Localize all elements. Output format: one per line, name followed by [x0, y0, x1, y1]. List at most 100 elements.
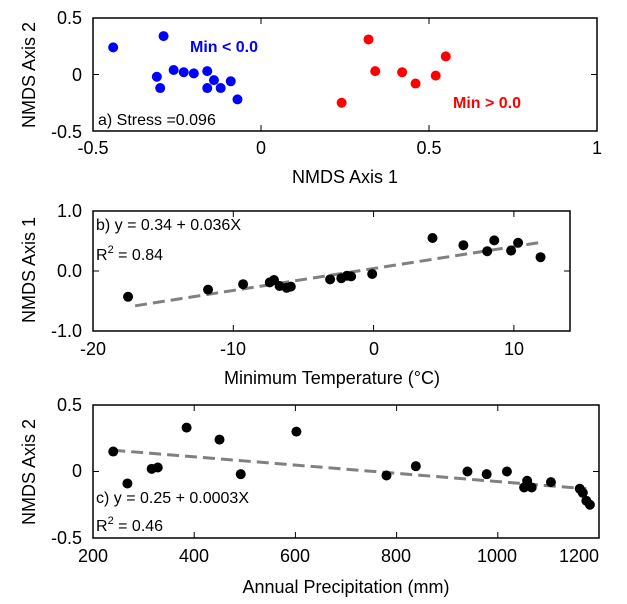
panel-a-xtick-label: 1	[592, 138, 602, 158]
data-point	[584, 499, 595, 510]
panel-a-y-axis-title: NMDS Axis 2	[19, 22, 39, 128]
panel-c-plot-area	[92, 404, 600, 539]
panel-a-xtick-label: 0.5	[416, 138, 441, 158]
data-point	[188, 68, 199, 79]
panel-b-xtick-label: 0	[369, 339, 379, 359]
data-point	[440, 51, 451, 62]
data-point	[155, 83, 166, 94]
data-point	[325, 274, 336, 285]
data-point	[482, 246, 493, 257]
data-point	[381, 470, 392, 481]
panel-c-precipitation-regression: 0.5 0 -0.5 200 400 600 800 1000 1200 Ann…	[19, 395, 600, 597]
data-point	[181, 422, 192, 433]
panel-a-xtick-label: -0.5	[77, 138, 108, 158]
data-point	[122, 478, 133, 489]
data-point	[346, 271, 357, 282]
data-point	[151, 71, 162, 82]
panel-c-r-squared-value: = 0.46	[114, 518, 163, 535]
data-point	[367, 269, 378, 279]
data-point	[363, 34, 374, 45]
regression-line	[134, 240, 543, 308]
panel-b-y-axis-title: NMDS Axis 1	[19, 217, 39, 323]
panel-c-regression-equation: c) y = 0.25 + 0.0003X	[96, 490, 249, 507]
panel-b-ytick-label: 0.0	[57, 261, 82, 281]
panel-c-xtick-label: 400	[179, 546, 209, 566]
panel-b-r-squared: R2 = 0.84	[96, 244, 163, 264]
panel-c-ticks: 0.5 0 -0.5 200 400 600 800 1000 1200	[51, 395, 599, 566]
data-point	[158, 31, 169, 42]
panel-b-ytick-label: -1.0	[51, 321, 82, 341]
panel-c-y-axis-title: NMDS Axis 2	[19, 419, 39, 525]
data-point	[410, 78, 421, 89]
panel-c-r-squared-exponent: 2	[108, 515, 114, 527]
panel-a-ytick-label: 0.5	[57, 8, 82, 28]
panel-a-ytick-label: -0.5	[51, 122, 82, 142]
data-point	[238, 279, 249, 290]
data-point	[168, 64, 179, 75]
panel-c-r-squared-symbol: R	[96, 518, 108, 535]
data-point	[427, 233, 438, 243]
data-point	[152, 462, 163, 473]
data-point	[545, 477, 556, 488]
panel-b-xtick-label: -20	[80, 339, 106, 359]
panel-b-x-axis-title: Minimum Temperature (°C)	[224, 368, 440, 388]
panel-a-stress-annotation: a) Stress =0.096	[98, 112, 216, 129]
panel-c-xtick-label: 800	[381, 546, 411, 566]
group-label-min-above-zero: Min > 0.0	[453, 95, 521, 112]
panel-b-regression-equation: b) y = 0.34 + 0.036X	[96, 217, 241, 234]
data-point	[108, 446, 119, 457]
data-point	[203, 284, 214, 295]
data-point	[108, 42, 119, 53]
data-point	[506, 245, 517, 256]
panel-b-ticks: 1.0 0.0 -1.0 -20 -10 0 10	[51, 201, 524, 359]
regression-line	[113, 448, 587, 491]
data-point	[462, 466, 473, 477]
data-point	[232, 94, 243, 105]
group-label-min-below-zero: Min < 0.0	[190, 39, 258, 56]
data-point	[215, 83, 226, 94]
data-point	[178, 67, 189, 78]
data-point	[489, 235, 500, 246]
data-point	[235, 469, 246, 480]
panel-c-ytick-label: 0.5	[57, 395, 82, 415]
panel-a-xtick-label: 0	[256, 138, 266, 158]
panel-c-xtick-label: 1200	[559, 546, 599, 566]
panel-b-xtick-label: -10	[220, 339, 246, 359]
data-point	[370, 66, 381, 77]
data-point	[208, 75, 219, 86]
data-point	[410, 461, 421, 472]
panel-c-xtick-label: 600	[280, 546, 310, 566]
data-point	[336, 97, 347, 108]
data-point	[458, 240, 469, 251]
data-point	[513, 237, 524, 248]
panel-b-r-squared-exponent: 2	[108, 244, 114, 256]
data-point	[202, 83, 213, 94]
panel-c-ytick-label: -0.5	[51, 528, 82, 548]
panel-b-marks	[92, 210, 570, 332]
data-point	[285, 281, 296, 292]
panel-a-marks	[92, 17, 598, 132]
data-point	[291, 426, 302, 437]
panel-c-ytick-label: 0	[72, 461, 82, 481]
panel-a-ytick-label: 0	[72, 65, 82, 85]
panel-b-xtick-label: 10	[504, 339, 524, 359]
panel-a-nmds-ordination: 0.5 0 -0.5 -0.5 0 0.5 1 NMDS Axis 1 NMDS…	[19, 8, 602, 187]
data-point	[430, 70, 441, 81]
panel-c-x-axis-title: Annual Precipitation (mm)	[242, 577, 449, 597]
panel-a-x-axis-title: NMDS Axis 1	[292, 167, 398, 187]
data-point	[214, 434, 225, 445]
data-point	[481, 469, 492, 480]
data-point	[501, 466, 512, 477]
data-point	[202, 66, 213, 77]
data-point	[397, 67, 408, 78]
panel-b-ytick-label: 1.0	[57, 201, 82, 221]
panel-b-r-squared-symbol: R	[96, 247, 108, 264]
data-point	[577, 487, 588, 498]
panel-c-marks	[92, 404, 600, 539]
panel-c-r-squared: R2 = 0.46	[96, 515, 163, 535]
panel-c-xtick-label: 200	[78, 546, 108, 566]
panel-b-temperature-regression: 1.0 0.0 -1.0 -20 -10 0 10 Minimum Temper…	[19, 201, 571, 388]
data-point	[535, 252, 546, 263]
panel-b-r-squared-value: = 0.84	[114, 247, 163, 264]
